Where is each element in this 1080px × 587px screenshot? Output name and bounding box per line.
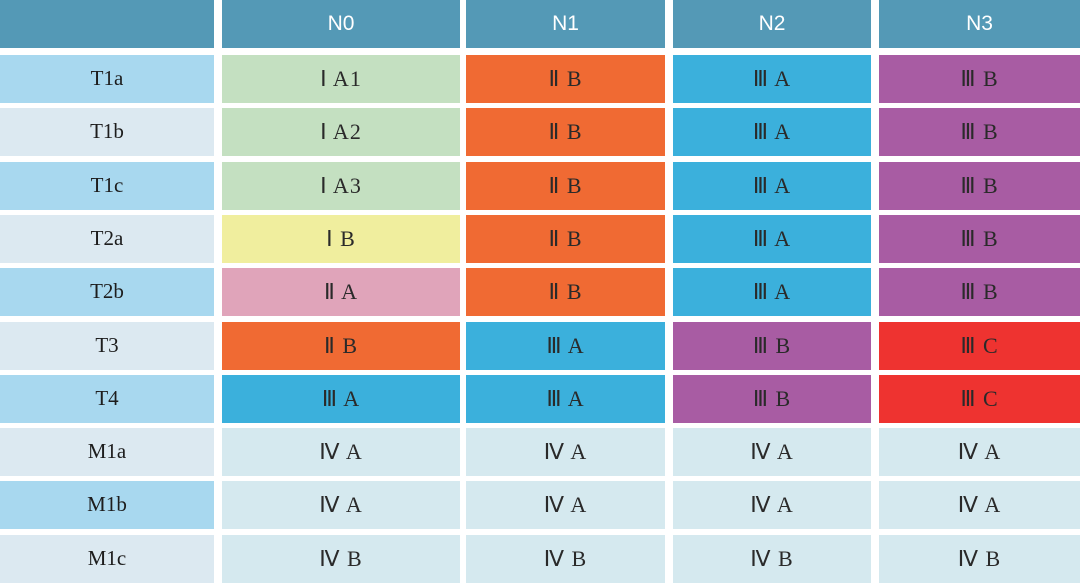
stage-cell-t4-n3: Ⅲ C xyxy=(879,375,1080,423)
stage-cell-t1a-n0: Ⅰ A1 xyxy=(222,55,460,103)
row-label-m1b: M1b xyxy=(0,481,214,529)
row-label-t3: T3 xyxy=(0,322,214,370)
row-label-t1a: T1a xyxy=(0,55,214,103)
stage-cell-t1c-n3: Ⅲ B xyxy=(879,162,1080,210)
stage-cell-t1b-n2: Ⅲ A xyxy=(673,108,871,156)
stage-cell-t1c-n1: Ⅱ B xyxy=(466,162,665,210)
stage-cell-t1b-n1: Ⅱ B xyxy=(466,108,665,156)
row-label-m1c: M1c xyxy=(0,535,214,583)
stage-cell-t4-n0: Ⅲ A xyxy=(222,375,460,423)
stage-cell-t4-n1: Ⅲ A xyxy=(466,375,665,423)
column-header-n2: N2 xyxy=(673,0,871,48)
stage-cell-t1a-n2: Ⅲ A xyxy=(673,55,871,103)
stage-cell-t1a-n3: Ⅲ B xyxy=(879,55,1080,103)
stage-cell-t2b-n0: Ⅱ A xyxy=(222,268,460,316)
stage-cell-m1b-n3: Ⅳ A xyxy=(879,481,1080,529)
stage-cell-t2b-n1: Ⅱ B xyxy=(466,268,665,316)
stage-cell-t1a-n1: Ⅱ B xyxy=(466,55,665,103)
stage-cell-m1c-n2: Ⅳ B xyxy=(673,535,871,583)
stage-cell-t1c-n0: Ⅰ A3 xyxy=(222,162,460,210)
stage-cell-m1c-n3: Ⅳ B xyxy=(879,535,1080,583)
header-corner xyxy=(0,0,214,48)
row-label-t4: T4 xyxy=(0,375,214,423)
row-label-t1b: T1b xyxy=(0,108,214,156)
stage-cell-t4-n2: Ⅲ B xyxy=(673,375,871,423)
stage-cell-t1b-n0: Ⅰ A2 xyxy=(222,108,460,156)
stage-cell-m1b-n0: Ⅳ A xyxy=(222,481,460,529)
column-header-n1: N1 xyxy=(466,0,665,48)
stage-cell-t2b-n2: Ⅲ A xyxy=(673,268,871,316)
stage-cell-t1c-n2: Ⅲ A xyxy=(673,162,871,210)
stage-cell-m1a-n2: Ⅳ A xyxy=(673,428,871,476)
stage-cell-t2b-n3: Ⅲ B xyxy=(879,268,1080,316)
stage-cell-m1a-n3: Ⅳ A xyxy=(879,428,1080,476)
stage-cell-t2a-n0: Ⅰ B xyxy=(222,215,460,263)
stage-cell-t1b-n3: Ⅲ B xyxy=(879,108,1080,156)
stage-cell-m1c-n0: Ⅳ B xyxy=(222,535,460,583)
stage-cell-t2a-n3: Ⅲ B xyxy=(879,215,1080,263)
row-label-t2b: T2b xyxy=(0,268,214,316)
stage-cell-t3-n0: Ⅱ B xyxy=(222,322,460,370)
stage-cell-m1b-n2: Ⅳ A xyxy=(673,481,871,529)
stage-cell-m1a-n1: Ⅳ A xyxy=(466,428,665,476)
column-header-n0: N0 xyxy=(222,0,460,48)
row-label-t1c: T1c xyxy=(0,162,214,210)
row-label-m1a: M1a xyxy=(0,428,214,476)
stage-cell-t2a-n1: Ⅱ B xyxy=(466,215,665,263)
stage-cell-m1c-n1: Ⅳ B xyxy=(466,535,665,583)
stage-cell-t3-n2: Ⅲ B xyxy=(673,322,871,370)
stage-cell-m1b-n1: Ⅳ A xyxy=(466,481,665,529)
stage-cell-t2a-n2: Ⅲ A xyxy=(673,215,871,263)
stage-cell-t3-n3: Ⅲ C xyxy=(879,322,1080,370)
stage-cell-m1a-n0: Ⅳ A xyxy=(222,428,460,476)
column-header-n3: N3 xyxy=(879,0,1080,48)
stage-cell-t3-n1: Ⅲ A xyxy=(466,322,665,370)
row-label-t2a: T2a xyxy=(0,215,214,263)
